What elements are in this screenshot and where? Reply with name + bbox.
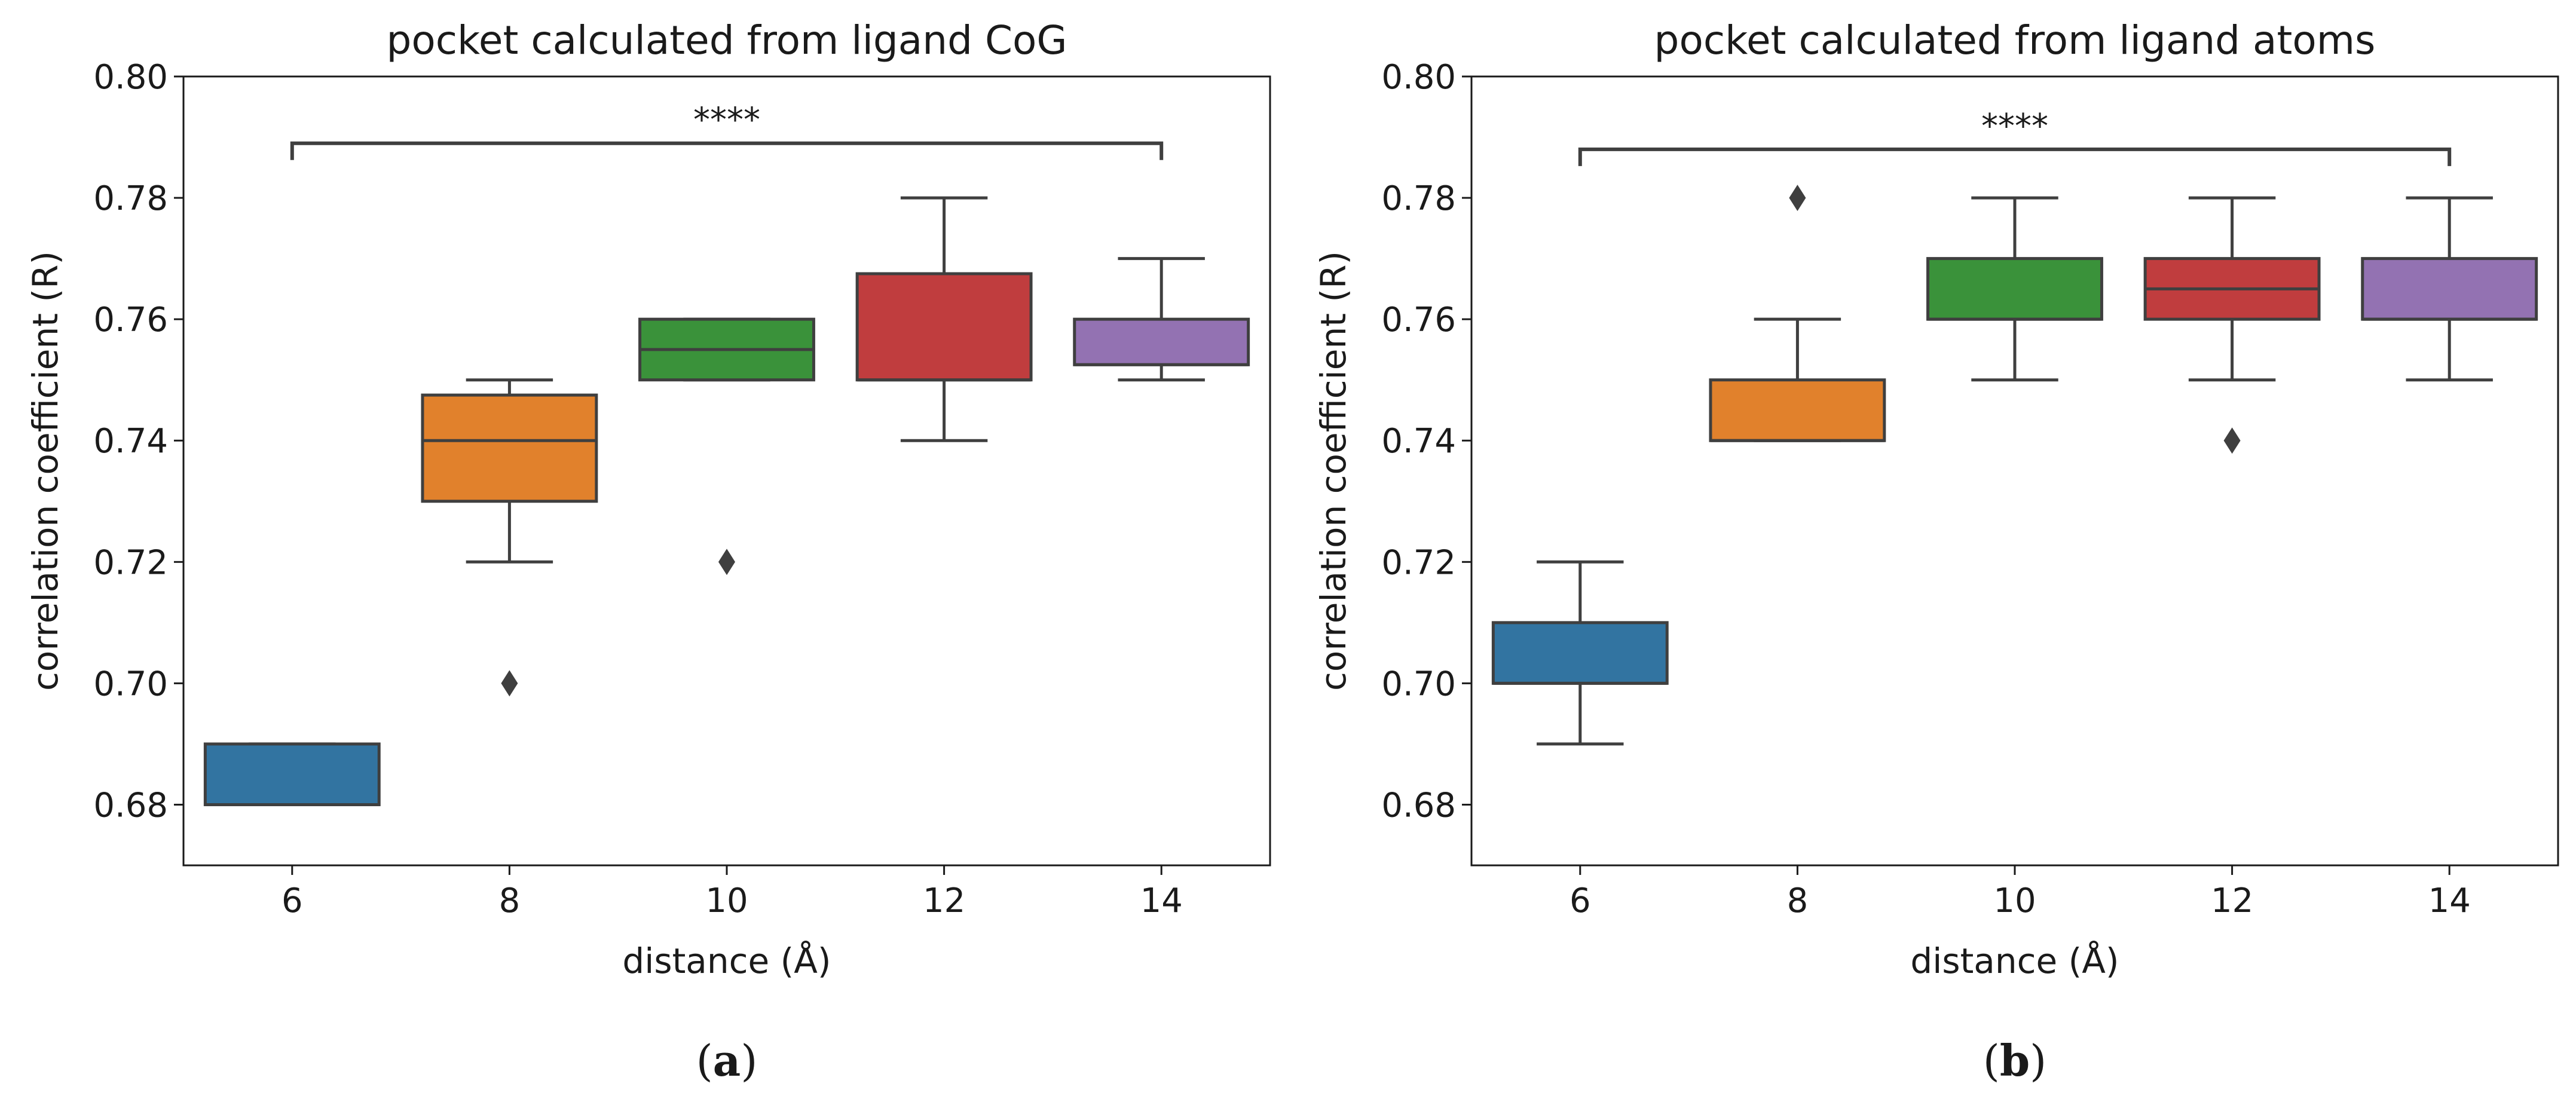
- x-tick-label: 8: [499, 881, 521, 920]
- box-group-6: [1491, 560, 1669, 746]
- outlier-point: [1789, 185, 1806, 212]
- box-rect: [2361, 257, 2538, 321]
- y-axis-label: correlation coefficient (R): [1313, 251, 1354, 691]
- x-tick-label: 6: [282, 881, 303, 920]
- box-rect: [1709, 378, 1886, 442]
- outlier-point: [2223, 427, 2241, 454]
- chart-title: pocket calculated from ligand CoG: [386, 17, 1067, 63]
- y-tick-label: 0.68: [1381, 786, 1456, 825]
- significance-bracket: [1578, 147, 2452, 166]
- caption-open: (: [696, 1036, 713, 1086]
- outlier-point: [501, 670, 518, 697]
- caption-close: ): [2030, 1036, 2046, 1086]
- outlier-point: [718, 549, 735, 576]
- panel-caption: (a): [696, 1035, 758, 1086]
- x-tick-label: 12: [2211, 881, 2253, 920]
- chart-a-svg: pocket calculated from ligand CoG 0.68 0.7…: [25, 17, 1271, 1086]
- plot-frame: [1470, 75, 2559, 867]
- significance-annotation: ****: [290, 101, 1164, 160]
- chart-panel-b: pocket calculated from ligand atoms 0.68 0…: [1288, 0, 2576, 1105]
- x-axis-label: distance (Å): [1910, 940, 2119, 981]
- y-tick-label: 0.80: [93, 58, 168, 97]
- y-tick-label: 0.74: [93, 422, 168, 461]
- y-tick-label: 0.80: [1381, 58, 1456, 97]
- y-axis: 0.68 0.70 0.72 0.74 0.76 0.78 0.80: [93, 58, 183, 825]
- box-rect: [1926, 257, 2103, 321]
- box-group-14: [2361, 196, 2538, 382]
- box-group-14: [1073, 257, 1250, 382]
- x-axis: 6 8 10 12 14: [282, 865, 1183, 920]
- x-tick-label: 6: [1570, 881, 1591, 920]
- x-tick-label: 12: [923, 881, 965, 920]
- y-tick-label: 0.70: [1381, 665, 1456, 703]
- box-group-6: [203, 742, 381, 806]
- caption-open: (: [1983, 1036, 2000, 1086]
- box-group-10: [1926, 196, 2103, 382]
- panel-caption: (b): [1983, 1035, 2047, 1086]
- box-rect: [855, 272, 1033, 382]
- chart-panel-a: pocket calculated from ligand CoG 0.68 0.7…: [25, 17, 1271, 1086]
- box-group-12: [2143, 196, 2321, 454]
- boxes: [203, 196, 1250, 806]
- y-axis-label: correlation coefficient (R): [25, 251, 66, 691]
- y-tick-label: 0.70: [93, 665, 168, 703]
- significance-label: ****: [693, 101, 760, 140]
- y-tick-label: 0.72: [1381, 543, 1456, 582]
- x-axis-label: distance (Å): [622, 940, 831, 981]
- x-tick-label: 8: [1787, 881, 1809, 920]
- y-axis: 0.68 0.70 0.72 0.74 0.76 0.78 0.80: [1381, 58, 1471, 825]
- caption-close: ): [741, 1036, 757, 1086]
- y-tick-label: 0.76: [93, 301, 168, 339]
- box-rect: [203, 742, 381, 806]
- y-tick-label: 0.78: [93, 179, 168, 218]
- significance-label: ****: [1981, 107, 2048, 146]
- chart-title: pocket calculated from ligand atoms: [1654, 17, 2376, 63]
- significance-annotation: ****: [1578, 107, 2452, 166]
- y-tick-label: 0.76: [1381, 301, 1456, 339]
- box-rect: [1073, 317, 1250, 366]
- caption-letter: a: [713, 1035, 741, 1086]
- box-group-8: [421, 378, 598, 697]
- x-axis: 6 8 10 12 14: [1570, 865, 2471, 920]
- x-tick-label: 14: [2428, 881, 2471, 920]
- box-rect: [421, 393, 598, 503]
- x-tick-label: 10: [1993, 881, 2036, 920]
- box-rect: [1491, 621, 1669, 685]
- y-tick-label: 0.78: [1381, 179, 1456, 218]
- y-tick-label: 0.72: [93, 543, 168, 582]
- box-group-12: [855, 196, 1033, 442]
- y-tick-label: 0.74: [1381, 422, 1456, 461]
- significance-bracket: [290, 141, 1164, 160]
- caption-letter: b: [2000, 1035, 2030, 1086]
- boxes: [1491, 185, 2538, 746]
- y-tick-label: 0.68: [93, 786, 168, 825]
- box-group-10: [638, 317, 815, 576]
- chart-b-svg: pocket calculated from ligand atoms0.680…: [1313, 17, 2559, 1086]
- box-group-8: [1709, 185, 1886, 442]
- x-tick-label: 14: [1140, 881, 1183, 920]
- x-tick-label: 10: [705, 881, 748, 920]
